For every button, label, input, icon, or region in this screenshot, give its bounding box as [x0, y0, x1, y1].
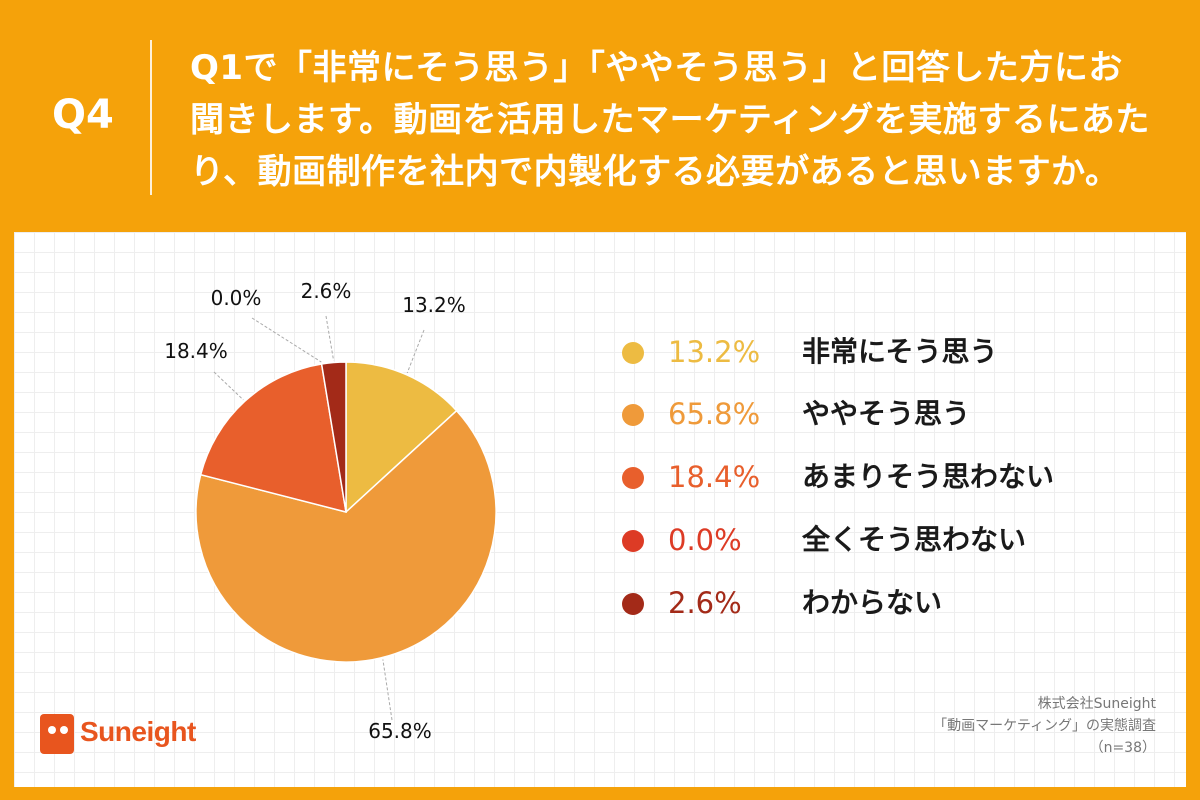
legend-label: ややそう思う: [802, 397, 971, 430]
leader-line: [213, 371, 244, 401]
question-number: Q4: [52, 92, 114, 138]
leader-line: [406, 329, 425, 374]
pie-slice: [195, 409, 497, 663]
legend-percent: 13.2%: [668, 335, 761, 369]
logo-icon: [40, 714, 74, 754]
legend-label: わからない: [802, 586, 943, 619]
legend-item: 0.0% 全くそう思わない: [622, 520, 1102, 560]
header-banner: Q4 Q1で「非常にそう思う」「ややそう思う」と回答した方にお 聞きします。動画…: [0, 0, 1200, 232]
legend-swatch: [622, 342, 644, 364]
legend-percent: 18.4%: [668, 460, 761, 494]
legend-label: 全くそう思わない: [802, 523, 1027, 556]
leader-line: [382, 659, 393, 721]
header-divider: [150, 40, 152, 195]
legend-percent: 2.6%: [668, 586, 742, 620]
legend-item: 18.4% あまりそう思わない: [622, 457, 1102, 497]
pie-chart: 13.2% 65.8% 18.4% 0.0% 2.6%: [164, 279, 497, 743]
data-label: 18.4%: [164, 339, 228, 363]
legend-item: 65.8% ややそう思う: [622, 394, 1102, 434]
source-company: 株式会社Suneight: [1037, 696, 1156, 712]
legend-swatch: [622, 530, 644, 552]
legend-percent: 65.8%: [668, 397, 761, 431]
pie-slice: [345, 361, 458, 514]
data-label: 13.2%: [402, 293, 466, 317]
question-line: Q1で「非常にそう思う」「ややそう思う」と回答した方にお: [190, 48, 1123, 88]
legend-swatch: [622, 593, 644, 615]
suneight-logo: Suneight: [34, 712, 224, 762]
data-label: 0.0%: [211, 286, 262, 310]
source-survey: 「動画マーケティング」の実態調査: [933, 718, 1156, 734]
pie-slice: [320, 361, 347, 513]
legend-percent: 0.0%: [668, 523, 742, 557]
question-line: り、動画制作を社内で内製化する必要があると思いますか。: [190, 152, 1120, 192]
logo-text: Suneight: [80, 716, 196, 747]
legend-item: 13.2% 非常にそう思う: [622, 332, 1102, 372]
question-text: Q1で「非常にそう思う」「ややそう思う」と回答した方にお 聞きします。動画を活用…: [190, 42, 1180, 198]
legend-swatch: [622, 467, 644, 489]
chart-panel: 13.2% 65.8% 18.4% 0.0% 2.6% 13.2% 非常にそう思う 65…: [14, 232, 1186, 787]
leader-line: [251, 317, 322, 363]
leader-line: [325, 315, 335, 361]
legend-label: あまりそう思わない: [802, 460, 1055, 493]
data-label: 2.6%: [301, 279, 352, 303]
legend-label: 非常にそう思う: [802, 335, 998, 368]
question-line: 聞きします。動画を活用したマーケティングを実施するにあた: [190, 100, 1150, 140]
legend-swatch: [622, 404, 644, 426]
source-note: 株式会社Suneight 「動画マーケティング」の実態調査 （n=38）: [933, 693, 1156, 759]
data-label: 65.8%: [368, 719, 432, 743]
legend-item: 2.6% わからない: [622, 583, 1102, 623]
pie-slice: [199, 363, 347, 514]
source-sample: （n=38）: [1089, 740, 1156, 756]
